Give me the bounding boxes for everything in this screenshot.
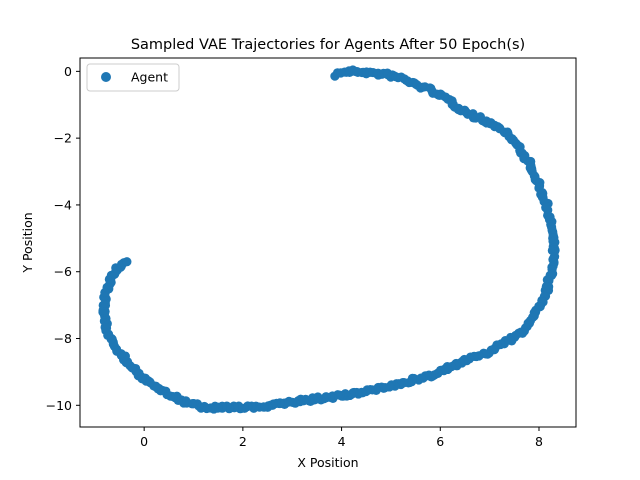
y-tick-label: −2 [54,131,72,146]
data-point [122,257,132,267]
axes-frame [79,57,577,428]
chart-title: Sampled VAE Trajectories for Agents Afte… [131,37,525,53]
x-tick-label: 6 [436,434,444,449]
legend-marker [101,72,111,82]
x-tick-label: 0 [140,434,148,449]
y-tick-label: −6 [54,264,72,279]
x-tick-label: 8 [535,434,543,449]
x-tick-label: 2 [239,434,247,449]
y-tick-label: −8 [54,331,72,346]
plot-background [80,58,576,427]
y-tick-label: −4 [54,197,72,212]
plot-area [79,57,577,428]
x-axis-label: X Position [297,455,358,470]
legend: Agent [86,63,180,92]
x-tick-label: 4 [338,434,346,449]
y-tick-label: 0 [64,64,72,79]
legend-label: Agent [131,70,168,85]
y-tick-label: −10 [46,398,72,413]
scatter-points [98,65,560,414]
y-axis-label: Y Position [20,212,35,273]
y-axis-ticks: 0 −2 −4 −6 −8 −10 [46,64,80,413]
x-axis-ticks: 0 2 4 6 8 [140,427,543,449]
legend-box [86,63,180,92]
